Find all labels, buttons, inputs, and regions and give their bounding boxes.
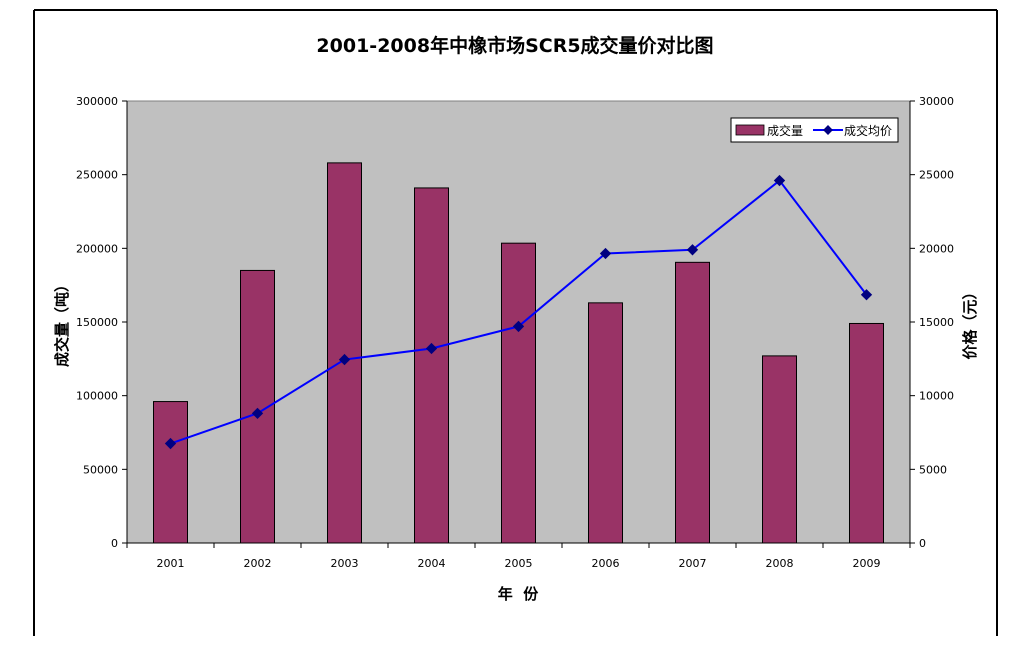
- legend-bar-swatch: [735, 124, 765, 136]
- y-right-axis-label: 价格（元）: [961, 284, 979, 359]
- bar-2007: [675, 261, 710, 544]
- price-point-2002: [251, 407, 264, 420]
- x-axis-label: 年 份: [498, 585, 539, 603]
- y-right-tick-label: 5000: [919, 463, 947, 476]
- y-right-tick-label: 10000: [919, 390, 954, 403]
- bar-series: [153, 162, 884, 544]
- y-right-tick-label: 15000: [919, 316, 954, 329]
- axes: [122, 100, 915, 548]
- legend: 成交量 成交均价: [730, 117, 899, 143]
- x-tick-label-2009: 2009: [853, 557, 881, 570]
- price-point-2009: [860, 289, 873, 301]
- y-left-axis-label: 成交量（吨）: [53, 277, 71, 367]
- legend-line-marker: [823, 125, 833, 135]
- y-right-tick-label: 0: [919, 537, 926, 550]
- x-tick-label-2003: 2003: [331, 557, 359, 570]
- y-left-tick-label: 50000: [83, 463, 118, 476]
- y-left-tick-label: 150000: [76, 316, 118, 329]
- y-left-tick-label: 200000: [76, 242, 118, 255]
- price-point-2004: [425, 342, 438, 355]
- bar-2008: [762, 355, 797, 544]
- chart-title: 2001-2008年中橡市场SCR5成交量价对比图: [316, 34, 713, 57]
- bar-2005: [501, 242, 536, 544]
- legend-line-label: 成交均价: [844, 123, 892, 138]
- x-tick-label-2008: 2008: [766, 557, 794, 570]
- legend-bar-label: 成交量: [767, 123, 803, 138]
- x-tick-label-2004: 2004: [418, 557, 446, 570]
- line-series: [164, 174, 873, 450]
- y-left-tick-label: 100000: [76, 390, 118, 403]
- x-tick-label-2006: 2006: [592, 557, 620, 570]
- y-left-tick-label: 0: [111, 537, 118, 550]
- bar-2004: [414, 187, 449, 544]
- bar-2006: [588, 302, 623, 544]
- price-point-2006: [599, 247, 612, 260]
- price-point-2001: [164, 437, 177, 450]
- y-right-tick-label: 20000: [919, 242, 954, 255]
- y-left-tick-label: 250000: [76, 169, 118, 182]
- x-tick-label-2001: 2001: [157, 557, 185, 570]
- bar-2001: [153, 401, 188, 544]
- bar-2003: [327, 162, 362, 544]
- y-right-tick-label: 25000: [919, 169, 954, 182]
- y-right-tick-label: 30000: [919, 95, 954, 108]
- x-tick-label-2007: 2007: [679, 557, 707, 570]
- tick-labels: 0 0 50000 5000 100000 10000 150000 15000 200000 2…: [76, 95, 954, 570]
- y-left-tick-label: 300000: [76, 95, 118, 108]
- price-point-2003: [338, 353, 351, 366]
- bar-2009: [849, 322, 884, 544]
- price-point-2008: [773, 174, 786, 187]
- price-point-2007: [686, 244, 699, 256]
- x-tick-label-2002: 2002: [244, 557, 272, 570]
- price-point-2005: [512, 320, 525, 333]
- x-tick-label-2005: 2005: [505, 557, 533, 570]
